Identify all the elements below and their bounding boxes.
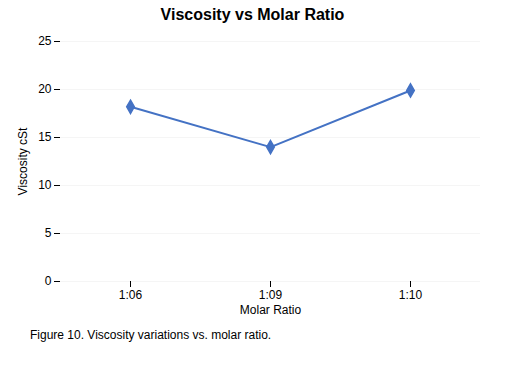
svg-text:10: 10 bbox=[38, 178, 52, 192]
svg-text:20: 20 bbox=[38, 82, 52, 96]
svg-text:1:09: 1:09 bbox=[259, 288, 283, 302]
svg-text:0: 0 bbox=[45, 274, 52, 288]
svg-text:Molar Ratio: Molar Ratio bbox=[240, 303, 302, 317]
svg-text:5: 5 bbox=[45, 226, 52, 240]
svg-text:1:10: 1:10 bbox=[399, 288, 423, 302]
svg-text:15: 15 bbox=[38, 130, 52, 144]
html-text:Viscosity vs Molar Ratio: Viscosity vs Molar Ratio bbox=[160, 6, 345, 23]
svg-text:25: 25 bbox=[38, 34, 52, 48]
svg-text:1:06: 1:06 bbox=[119, 288, 143, 302]
svg-text:Viscosity cSt: Viscosity cSt bbox=[16, 127, 30, 195]
html-text:Figure 10. Viscosity variation: Figure 10. Viscosity variations vs. mola… bbox=[30, 328, 272, 342]
